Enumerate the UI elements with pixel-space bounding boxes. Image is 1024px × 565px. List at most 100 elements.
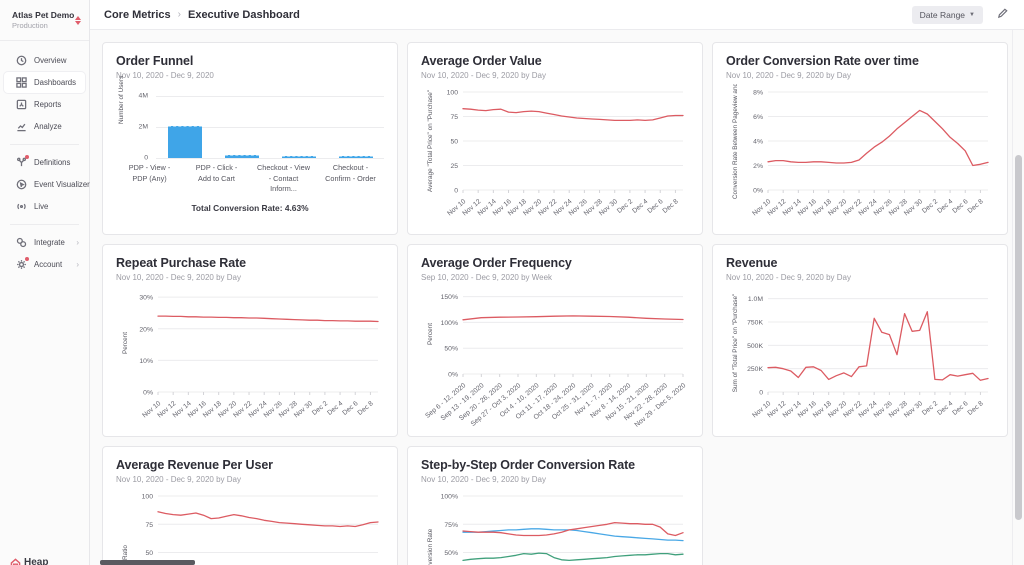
card-revenue: Revenue Nov 10, 2020 - Dec 9, 2020 by Da…: [712, 244, 1008, 437]
svg-text:Dec 2: Dec 2: [616, 198, 634, 215]
funnel-plot: Number of Users 0 2M 4M: [116, 76, 384, 162]
dashboards-icon: [16, 77, 27, 88]
card-title: Average Revenue Per User: [116, 458, 273, 472]
svg-text:Dec 2: Dec 2: [311, 400, 329, 417]
sidebar-item-reports[interactable]: Reports: [4, 94, 85, 115]
sidebar-item-live[interactable]: Live: [4, 196, 85, 217]
svg-text:75: 75: [145, 522, 153, 529]
notification-dot: [25, 155, 29, 160]
funnel-bar[interactable]: [338, 156, 373, 158]
svg-text:Conversion Rate: Conversion Rate: [427, 528, 434, 565]
edit-dashboard-button[interactable]: [995, 5, 1010, 24]
workspace-name: Atlas Pet Demo: [12, 10, 75, 20]
svg-text:4%: 4%: [753, 139, 763, 146]
svg-text:Dec 4: Dec 4: [326, 400, 344, 417]
event-visualizer-icon: [16, 179, 27, 190]
sidebar-divider: [10, 224, 79, 226]
total-conversion-rate: Total Conversion Rate: 4.63%: [191, 202, 309, 213]
svg-text:100%: 100%: [441, 320, 458, 327]
vertical-scrollbar-thumb[interactable]: [1015, 155, 1022, 520]
sidebar-item-event-visualizer[interactable]: Event Visualizer: [4, 174, 90, 195]
workspace-switcher[interactable]: Atlas Pet Demo Production: [0, 0, 89, 42]
reports-icon: [16, 99, 27, 110]
svg-text:Dec 4: Dec 4: [936, 198, 954, 215]
funnel-bar[interactable]: [224, 154, 259, 158]
average-order-frequency-chart[interactable]: 0% 50% 100% 150% Percent Sep 6 - 12, 2020 Sep …: [421, 286, 689, 436]
svg-text:0%: 0%: [753, 188, 763, 195]
svg-text:100: 100: [447, 90, 459, 97]
workspace-caret-icon: [75, 15, 81, 25]
svg-text:75: 75: [450, 114, 458, 121]
svg-text:50%: 50%: [444, 550, 458, 557]
svg-text:750K: 750K: [747, 320, 763, 327]
sidebar-item-dashboards[interactable]: Dashboards: [4, 72, 85, 94]
funnel-bar[interactable]: [167, 126, 202, 158]
funnel-y-tick: 4M: [138, 92, 148, 100]
card-average-revenue-per-user: Average Revenue Per User Nov 10, 2020 - …: [102, 446, 398, 565]
card-subtitle: Sep 10, 2020 - Dec 9, 2020 by Week: [421, 273, 553, 282]
definitions-icon: [16, 155, 29, 168]
svg-text:250K: 250K: [747, 366, 763, 373]
svg-text:Dec 4: Dec 4: [936, 400, 954, 417]
card-title: Average Order Frequency: [421, 256, 572, 270]
funnel-step-label: Checkout - Confirm - Order: [325, 163, 376, 183]
svg-text:50: 50: [145, 550, 153, 557]
card-order-funnel: Order Funnel Nov 10, 2020 - Dec 9, 2020 …: [102, 42, 398, 235]
svg-text:Dec 6: Dec 6: [951, 400, 969, 417]
card-repeat-purchase-rate: Repeat Purchase Rate Nov 10, 2020 - Dec …: [102, 244, 398, 437]
repeat-purchase-rate-chart[interactable]: 0% 10% 20% 30% Percent Nov 10 Nov 12 Nov 14 Nov …: [116, 286, 384, 436]
funnel-bar[interactable]: [281, 156, 316, 158]
svg-text:500K: 500K: [747, 343, 763, 350]
card-subtitle: Nov 10, 2020 - Dec 9, 2020 by Day: [116, 273, 241, 282]
date-range-button[interactable]: Date Range ▼: [911, 5, 983, 24]
svg-text:Average "Total Price" on "Purc: Average "Total Price" on "Purchase": [427, 90, 434, 192]
heap-logo-text: Heap: [24, 557, 49, 565]
card-average-order-frequency: Average Order Frequency Sep 10, 2020 - D…: [407, 244, 703, 437]
svg-text:Dec 6: Dec 6: [341, 400, 359, 417]
svg-text:8%: 8%: [753, 90, 763, 97]
card-order-conversion-rate: Order Conversion Rate over time Nov 10, …: [712, 42, 1008, 235]
svg-text:Dec 6: Dec 6: [951, 198, 969, 215]
breadcrumb-core-metrics[interactable]: Core Metrics: [104, 8, 171, 21]
svg-text:Percent: Percent: [122, 332, 129, 354]
card-subtitle: Nov 10, 2020 - Dec 9, 2020 by Day: [421, 71, 546, 80]
svg-text:Conversion Rate Between Pagevi: Conversion Rate Between Pageview and: [732, 84, 739, 199]
sidebar-item-definitions[interactable]: Definitions: [4, 152, 85, 173]
horizontal-scrollbar-thumb[interactable]: [100, 560, 195, 565]
card-average-order-value: Average Order Value Nov 10, 2020 - Dec 9…: [407, 42, 703, 235]
funnel-y-tick: 0: [144, 154, 148, 162]
average-order-value-chart[interactable]: 0 25 50 75 100 Average "Total Price" on "Purc…: [421, 84, 689, 234]
live-icon: [16, 201, 27, 212]
chevron-right-icon: ›: [76, 238, 79, 248]
svg-text:50%: 50%: [444, 346, 458, 353]
svg-text:100: 100: [142, 494, 154, 501]
svg-text:Dec 8: Dec 8: [662, 198, 680, 215]
order-conversion-rate-chart[interactable]: 0% 2% 4% 6% 8% Conversion Rate Between Pagevi…: [726, 82, 994, 234]
svg-text:0%: 0%: [143, 390, 153, 397]
card-subtitle: Nov 10, 2020 - Dec 9, 2020 by Day: [726, 71, 851, 80]
svg-text:Dec 2: Dec 2: [921, 400, 939, 417]
sidebar: Atlas Pet Demo Production Overview Dashb…: [0, 0, 90, 565]
notification-dot: [25, 257, 29, 262]
order-funnel-chart[interactable]: Number of Users 0 2M 4M PDP - View - PDP (An…: [116, 76, 384, 213]
card-title: Order Conversion Rate over time: [726, 54, 919, 68]
sidebar-item-integrate[interactable]: Integrate ›: [4, 232, 85, 253]
svg-text:Dec 6: Dec 6: [646, 198, 664, 215]
sidebar-item-analyze[interactable]: Analyze: [4, 116, 85, 137]
sidebar-item-overview[interactable]: Overview: [4, 50, 85, 71]
heap-logo[interactable]: Heap: [10, 557, 48, 565]
chevron-down-icon: ▼: [969, 11, 975, 18]
card-subtitle: Nov 10, 2020 - Dec 9, 2020 by Day: [116, 475, 241, 484]
svg-text:Dec 2: Dec 2: [921, 198, 939, 215]
svg-text:50: 50: [450, 139, 458, 146]
svg-text:Dec 4: Dec 4: [631, 198, 649, 215]
heap-logo-icon: [10, 557, 21, 565]
funnel-step-label: PDP - Click - Add to Cart: [195, 163, 238, 183]
revenue-chart[interactable]: 0 250K 500K 750K 1.0M Sum of "Total Price" on…: [726, 286, 994, 436]
sidebar-item-account[interactable]: Account ›: [4, 254, 85, 275]
breadcrumb-separator-icon: ›: [177, 9, 181, 20]
breadcrumb-executive-dashboard[interactable]: Executive Dashboard: [187, 8, 300, 21]
